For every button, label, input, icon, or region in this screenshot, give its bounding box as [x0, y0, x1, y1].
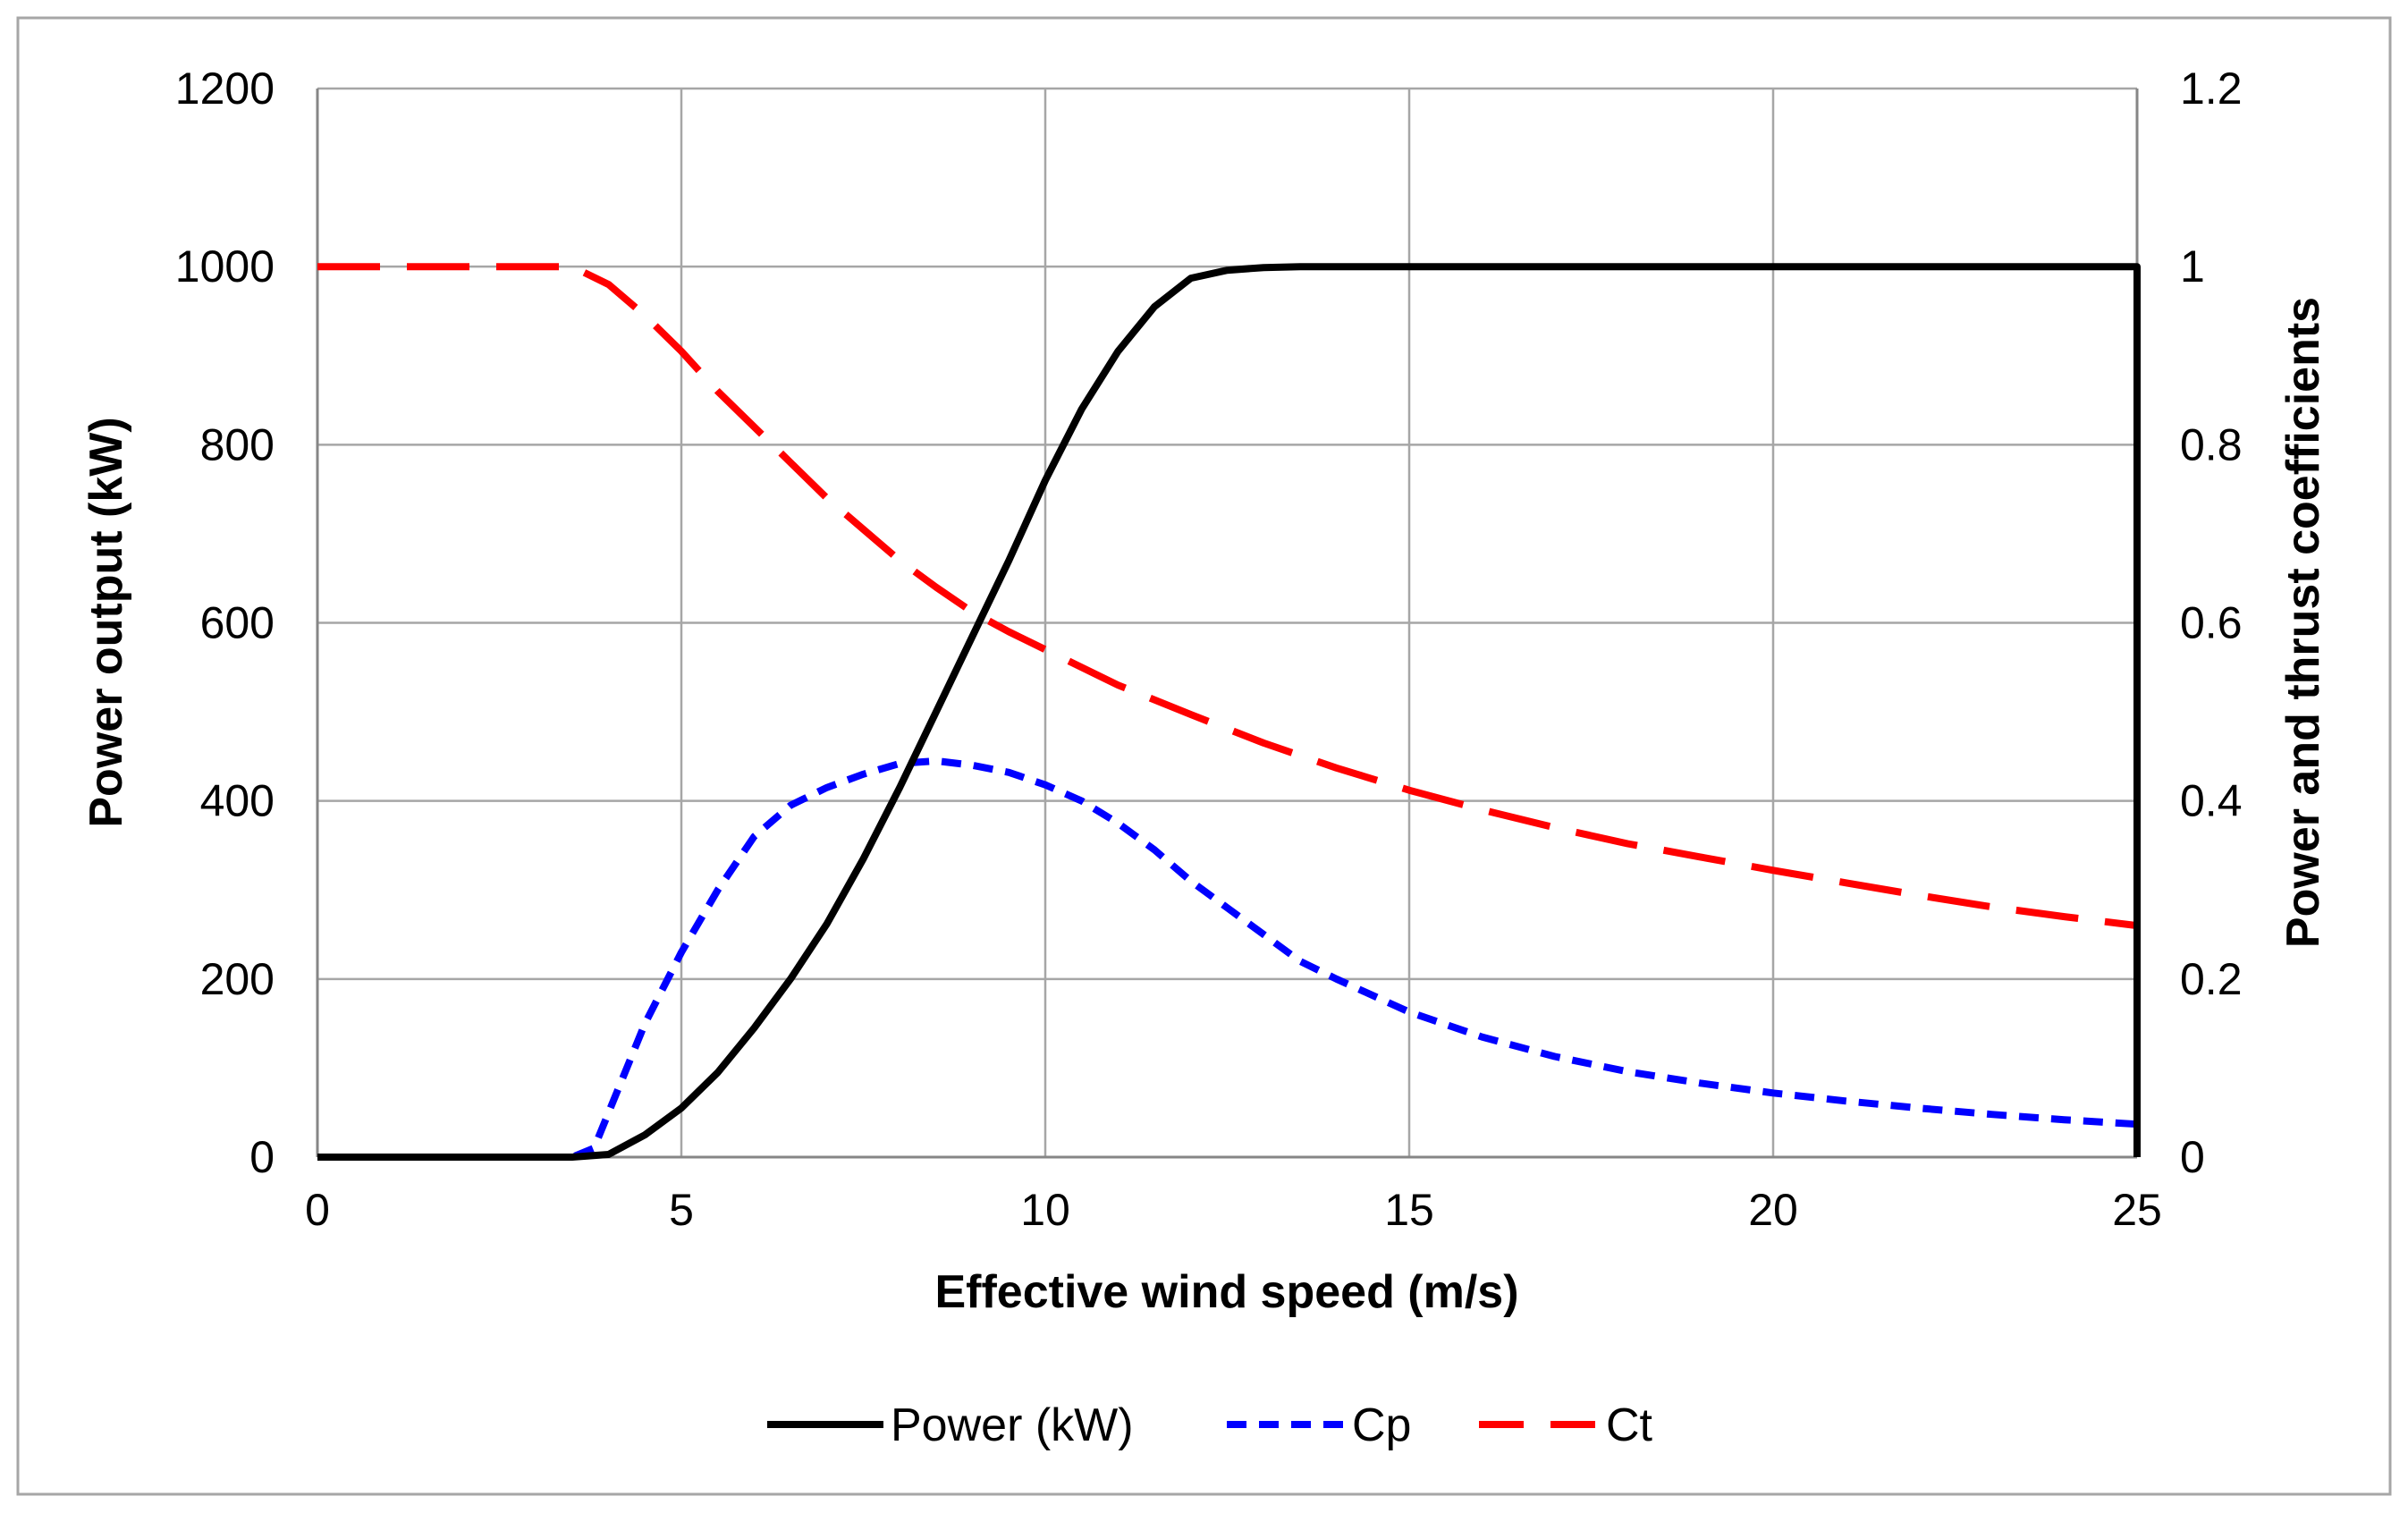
x-axis-title: Effective wind speed (m/s): [934, 1266, 1518, 1318]
legend-label: Ct: [1606, 1399, 1653, 1451]
legend-label: Cp: [1352, 1399, 1411, 1451]
x-tick-label: 10: [1020, 1185, 1070, 1235]
y2-tick-label: 0.4: [2180, 776, 2243, 826]
legend: Power (kW) Cp Ct: [767, 1399, 1653, 1451]
x-tick-label: 20: [1748, 1185, 1798, 1235]
x-tick-label: 25: [2112, 1185, 2162, 1235]
y-axis-title: Power output (kW): [80, 417, 132, 827]
y2-tick-label: 0.2: [2180, 954, 2243, 1004]
y-tick-label: 1000: [175, 241, 275, 292]
y-tick-label: 800: [200, 419, 275, 469]
y2-tick-label: 1: [2180, 241, 2205, 292]
legend-label: Power (kW): [891, 1399, 1134, 1451]
y-tick-label: 0: [249, 1132, 275, 1182]
x-tick-label: 0: [305, 1185, 330, 1235]
series-line-ct: [317, 263, 2138, 930]
y2-tick-label: 0.6: [2180, 598, 2243, 648]
x-tick-label: 5: [669, 1185, 694, 1235]
y2-axis-title: Power and thrust coefficients: [2277, 297, 2329, 948]
series-group: [317, 263, 2141, 1161]
y-tick-label: 1200: [175, 63, 275, 114]
y2-tick-label: 0: [2180, 1132, 2205, 1182]
y-tick-label: 600: [200, 598, 275, 648]
y2-tick-label: 0.8: [2180, 419, 2243, 469]
x-tick-label: 15: [1384, 1185, 1434, 1235]
tick-labels: 0 5 10 15 20 25 0 200 400 600 800 1000 1200 0 0.2 0.4 0.…: [175, 63, 2243, 1235]
series-line-power-kw: [317, 263, 2141, 1161]
y2-tick-label: 1.2: [2180, 63, 2243, 114]
y-tick-label: 200: [200, 954, 275, 1004]
y-tick-label: 400: [200, 776, 275, 826]
